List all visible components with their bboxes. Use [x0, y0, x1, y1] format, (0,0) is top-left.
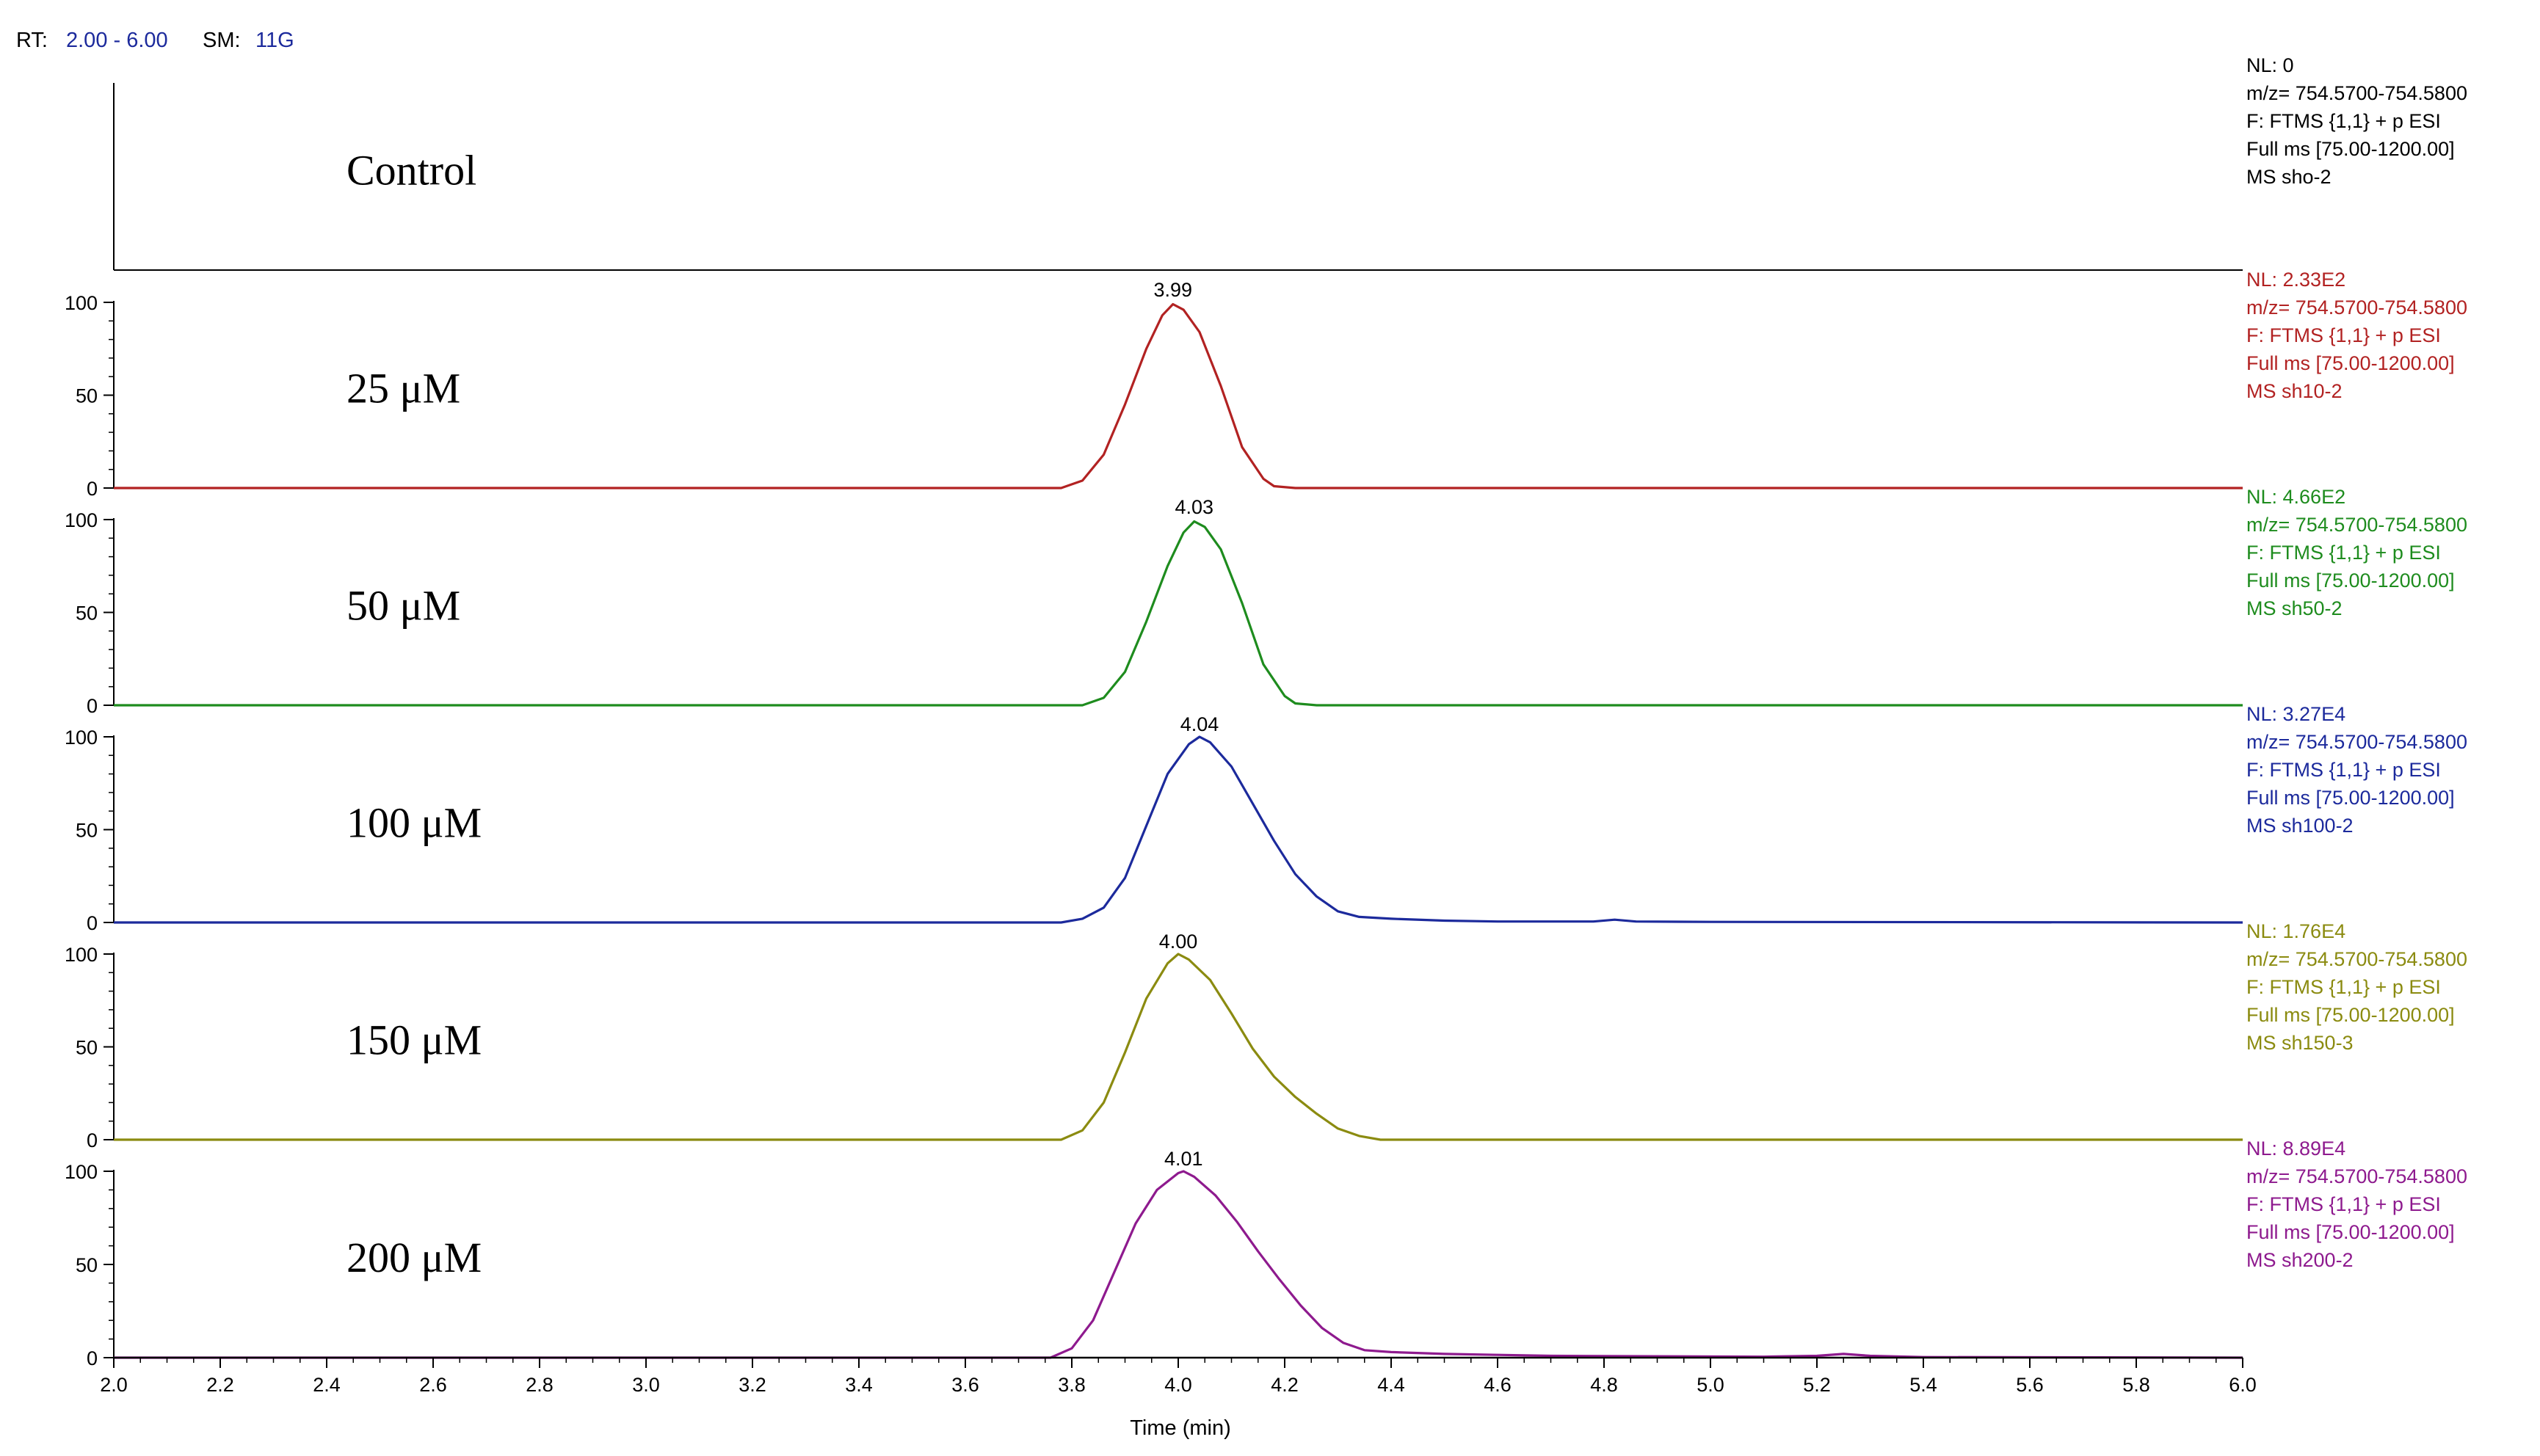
x-tick-label: 4.0: [1164, 1374, 1192, 1396]
x-tick-label: 2.2: [206, 1374, 234, 1396]
y-tick-label: 50: [76, 385, 98, 407]
x-tick-label: 3.6: [951, 1374, 979, 1396]
x-tick-label: 2.4: [313, 1374, 341, 1396]
x-tick-label: 5.2: [1803, 1374, 1831, 1396]
trace-line: [114, 1170, 2243, 1359]
trace-info-line: F: FTMS {1,1} + p ESI: [2246, 542, 2441, 564]
trace-line: [114, 520, 2243, 707]
trace-info-line: MS sh50-2: [2246, 597, 2343, 619]
y-tick-label: 0: [87, 1347, 98, 1369]
x-tick-label: 3.0: [632, 1374, 660, 1396]
trace-info-line: MS sh150-3: [2246, 1032, 2354, 1054]
chromatogram-panel: Control NL: 0 m/z= 754.5700-754.5800 F: FTM…: [113, 54, 2467, 271]
trace-info-line: Full ms [75.00-1200.00]: [2246, 787, 2455, 809]
trace-info-line: F: FTMS {1,1} + p ESI: [2246, 759, 2441, 781]
x-tick-label: 2.0: [100, 1374, 128, 1396]
chromatogram-panel: 0 50 100 4.03 50 μM NL: 4.66E2 m/z= 754.5700-7…: [65, 486, 2467, 717]
trace-line: [114, 735, 2243, 924]
trace-info-line: NL: 0: [2246, 54, 2294, 76]
x-tick-label: 2.6: [419, 1374, 447, 1396]
trace-info-line: m/z= 754.5700-754.5800: [2246, 731, 2467, 753]
trace-info-line: F: FTMS {1,1} + p ESI: [2246, 324, 2441, 346]
sample-label: 200 μM: [346, 1234, 482, 1281]
trace-info-line: NL: 2.33E2: [2246, 269, 2345, 291]
y-tick-label: 0: [87, 912, 98, 934]
x-tick-label: 5.4: [1909, 1374, 1937, 1396]
trace-info-line: m/z= 754.5700-754.5800: [2246, 296, 2467, 318]
trace-info-line: NL: 8.89E4: [2246, 1138, 2345, 1160]
peak-label: 3.99: [1153, 279, 1192, 301]
y-tick-label: 100: [65, 509, 98, 531]
chromatogram-panel: 0 50 100 4.00 150 μM NL: 1.76E4 m/z= 754.5700-…: [65, 920, 2467, 1151]
trace-info-line: MS sh10-2: [2246, 380, 2343, 402]
y-tick-label: 50: [76, 820, 98, 842]
trace-info-line: F: FTMS {1,1} + p ESI: [2246, 976, 2441, 998]
peak-label: 4.04: [1180, 713, 1219, 735]
peak-label: 4.03: [1175, 496, 1213, 518]
sample-label: Control: [346, 147, 476, 194]
trace-info-line: MS sh100-2: [2246, 815, 2354, 837]
chromatogram-panel: 0 50 100 3.99 25 μM NL: 2.33E2 m/z= 754.5700-7…: [65, 269, 2467, 500]
sm-value: 11G: [255, 29, 294, 52]
sm-label: SM:: [203, 29, 241, 52]
x-tick-label: 4.6: [1484, 1374, 1512, 1396]
sample-label: 25 μM: [346, 365, 460, 412]
trace-info-line: Full ms [75.00-1200.00]: [2246, 1004, 2455, 1026]
trace-info-line: m/z= 754.5700-754.5800: [2246, 1165, 2467, 1187]
x-tick-label: 5.0: [1697, 1374, 1724, 1396]
rt-label: RT:: [16, 29, 48, 52]
trace-line: [114, 302, 2243, 489]
trace-info-line: F: FTMS {1,1} + p ESI: [2246, 110, 2441, 132]
y-tick-label: 100: [65, 727, 98, 749]
y-tick-label: 0: [87, 1129, 98, 1151]
trace-info-line: F: FTMS {1,1} + p ESI: [2246, 1193, 2441, 1215]
rt-range: 2.00 - 6.00: [66, 29, 168, 52]
y-tick-label: 100: [65, 292, 98, 314]
trace-info-line: m/z= 754.5700-754.5800: [2246, 948, 2467, 970]
trace-info-line: NL: 3.27E4: [2246, 703, 2345, 725]
y-tick-label: 50: [76, 603, 98, 625]
sample-label: 50 μM: [346, 582, 460, 630]
trace-info-line: Full ms [75.00-1200.00]: [2246, 569, 2455, 592]
x-tick-label: 4.2: [1271, 1374, 1299, 1396]
sample-label: 150 μM: [346, 1016, 482, 1064]
trace-info-line: Full ms [75.00-1200.00]: [2246, 352, 2455, 374]
trace-info-line: MS sh200-2: [2246, 1249, 2354, 1271]
x-tick-label: 3.8: [1058, 1374, 1086, 1396]
x-tick-label: 2.8: [526, 1374, 554, 1396]
x-tick-label: 3.4: [845, 1374, 873, 1396]
y-tick-label: 100: [65, 944, 98, 966]
x-tick-label: 5.8: [2122, 1374, 2150, 1396]
trace-info-line: Full ms [75.00-1200.00]: [2246, 138, 2455, 160]
x-tick-label: 4.4: [1377, 1374, 1405, 1396]
x-axis-title: Time (min): [1130, 1416, 1230, 1440]
x-tick-label: 3.2: [739, 1374, 766, 1396]
chromatogram-panel: 0 50 100 4.04 100 μM NL: 3.27E4 m/z= 754.5700-…: [65, 703, 2467, 934]
x-tick-label: 4.8: [1590, 1374, 1618, 1396]
chromatogram-panel: 0 50 100 4.01 200 μM NL: 8.89E4 m/z= 754.5700-…: [65, 1138, 2467, 1369]
trace-info-line: NL: 1.76E4: [2246, 920, 2345, 942]
y-tick-label: 100: [65, 1161, 98, 1183]
y-tick-label: 0: [87, 478, 98, 500]
trace-info-line: Full ms [75.00-1200.00]: [2246, 1221, 2455, 1243]
trace-line: [114, 953, 2243, 1141]
peak-label: 4.00: [1159, 931, 1198, 953]
sample-label: 100 μM: [346, 799, 482, 847]
trace-info-line: m/z= 754.5700-754.5800: [2246, 82, 2467, 104]
peak-label: 4.01: [1164, 1148, 1203, 1170]
x-tick-label: 6.0: [2229, 1374, 2257, 1396]
y-tick-label: 50: [76, 1037, 98, 1059]
trace-info-line: m/z= 754.5700-754.5800: [2246, 514, 2467, 536]
y-tick-label: 50: [76, 1254, 98, 1276]
x-tick-label: 5.6: [2016, 1374, 2044, 1396]
trace-info-line: MS sho-2: [2246, 166, 2332, 188]
trace-info-line: NL: 4.66E2: [2246, 486, 2345, 508]
y-tick-label: 0: [87, 695, 98, 717]
